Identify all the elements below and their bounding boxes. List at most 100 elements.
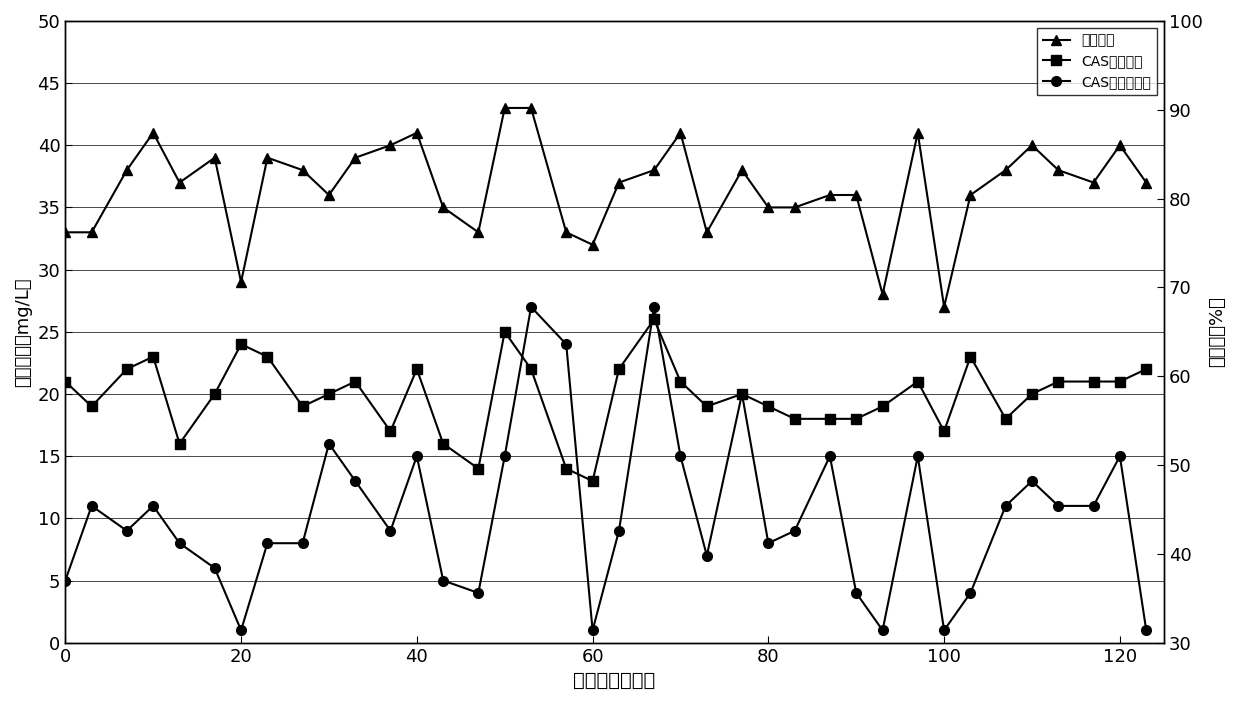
CAS出水总氮 bbox=[1052, 377, 1066, 386]
进水总氮 bbox=[497, 103, 512, 112]
CAS出水总氮 bbox=[734, 390, 749, 398]
进水总氮 bbox=[647, 166, 662, 175]
CAS出水总氮 bbox=[84, 402, 99, 410]
进水总氮 bbox=[146, 129, 161, 137]
CAS出水总氮 bbox=[910, 377, 925, 386]
CAS总氮去除率 bbox=[233, 626, 248, 634]
CAS出水总氮 bbox=[849, 415, 864, 423]
CAS出水总氮 bbox=[523, 365, 538, 373]
进水总氮 bbox=[787, 203, 802, 212]
进水总氮 bbox=[523, 103, 538, 112]
CAS总氮去除率 bbox=[497, 452, 512, 460]
CAS总氮去除率 bbox=[119, 527, 134, 535]
进水总氮 bbox=[1112, 141, 1127, 149]
CAS总氮去除率 bbox=[295, 539, 310, 548]
进水总氮 bbox=[963, 191, 978, 199]
进水总氮 bbox=[471, 228, 486, 237]
CAS出水总氮 bbox=[172, 439, 187, 448]
CAS总氮去除率 bbox=[734, 390, 749, 398]
CAS出水总氮 bbox=[699, 402, 714, 410]
进水总氮 bbox=[207, 153, 222, 162]
进水总氮 bbox=[84, 228, 99, 237]
CAS总氮去除率 bbox=[172, 539, 187, 548]
进水总氮 bbox=[734, 166, 749, 175]
CAS总氮去除率 bbox=[822, 452, 837, 460]
CAS出水总氮 bbox=[1138, 365, 1153, 373]
CAS出水总氮 bbox=[936, 427, 951, 436]
CAS总氮去除率 bbox=[673, 452, 688, 460]
CAS出水总氮 bbox=[383, 427, 398, 436]
CAS出水总氮 bbox=[233, 340, 248, 348]
进水总氮 bbox=[611, 178, 626, 187]
CAS出水总氮 bbox=[761, 402, 776, 410]
CAS总氮去除率 bbox=[58, 577, 73, 585]
进水总氮 bbox=[936, 303, 951, 311]
CAS总氮去除率 bbox=[998, 502, 1013, 510]
进水总氮 bbox=[875, 290, 890, 298]
CAS总氮去除率 bbox=[585, 626, 600, 634]
进水总氮 bbox=[1138, 178, 1153, 187]
进水总氮 bbox=[849, 191, 864, 199]
进水总氮 bbox=[233, 278, 248, 287]
CAS出水总氮 bbox=[348, 377, 363, 386]
CAS总氮去除率 bbox=[260, 539, 275, 548]
CAS总氮去除率 bbox=[875, 626, 890, 634]
CAS出水总氮 bbox=[58, 377, 73, 386]
CAS总氮去除率 bbox=[1086, 502, 1101, 510]
进水总氮 bbox=[1052, 166, 1066, 175]
CAS总氮去除率 bbox=[699, 551, 714, 560]
CAS出水总氮 bbox=[260, 353, 275, 361]
CAS出水总氮 bbox=[875, 402, 890, 410]
进水总氮 bbox=[673, 129, 688, 137]
CAS总氮去除率 bbox=[1024, 477, 1039, 485]
进水总氮 bbox=[559, 228, 574, 237]
CAS总氮去除率 bbox=[84, 502, 99, 510]
进水总氮 bbox=[1024, 141, 1039, 149]
CAS出水总氮 bbox=[1112, 377, 1127, 386]
CAS总氮去除率 bbox=[611, 527, 626, 535]
CAS出水总氮 bbox=[822, 415, 837, 423]
Legend: 进水总氮, CAS出水总氮, CAS总氮去除率: 进水总氮, CAS出水总氮, CAS总氮去除率 bbox=[1037, 28, 1157, 95]
CAS出水总氮 bbox=[146, 353, 161, 361]
CAS总氮去除率 bbox=[761, 539, 776, 548]
进水总氮 bbox=[910, 129, 925, 137]
进水总氮 bbox=[585, 241, 600, 249]
进水总氮 bbox=[409, 129, 424, 137]
CAS出水总氮 bbox=[559, 465, 574, 473]
CAS总氮去除率 bbox=[409, 452, 424, 460]
CAS总氮去除率 bbox=[471, 589, 486, 597]
进水总氮 bbox=[435, 203, 450, 212]
进水总氮 bbox=[383, 141, 398, 149]
进水总氮 bbox=[295, 166, 310, 175]
Line: CAS总氮去除率: CAS总氮去除率 bbox=[61, 302, 1151, 635]
CAS总氮去除率 bbox=[146, 502, 161, 510]
CAS总氮去除率 bbox=[1112, 452, 1127, 460]
进水总氮 bbox=[321, 191, 336, 199]
CAS总氮去除率 bbox=[523, 303, 538, 311]
CAS出水总氮 bbox=[998, 415, 1013, 423]
Y-axis label: 去除率（%）: 去除率（%） bbox=[1208, 296, 1226, 367]
CAS出水总氮 bbox=[611, 365, 626, 373]
CAS出水总氮 bbox=[435, 439, 450, 448]
CAS出水总氮 bbox=[321, 390, 336, 398]
CAS总氮去除率 bbox=[936, 626, 951, 634]
CAS出水总氮 bbox=[1086, 377, 1101, 386]
CAS总氮去除率 bbox=[559, 340, 574, 348]
X-axis label: 运行天数（天）: 运行天数（天） bbox=[573, 671, 656, 690]
进水总氮 bbox=[1086, 178, 1101, 187]
CAS出水总氮 bbox=[647, 315, 662, 324]
进水总氮 bbox=[119, 166, 134, 175]
CAS出水总氮 bbox=[585, 477, 600, 485]
进水总氮 bbox=[58, 228, 73, 237]
CAS总氮去除率 bbox=[207, 564, 222, 572]
CAS总氮去除率 bbox=[1138, 626, 1153, 634]
Line: CAS出水总氮: CAS出水总氮 bbox=[61, 315, 1151, 486]
CAS出水总氮 bbox=[497, 327, 512, 336]
CAS出水总氮 bbox=[673, 377, 688, 386]
进水总氮 bbox=[699, 228, 714, 237]
CAS总氮去除率 bbox=[910, 452, 925, 460]
进水总氮 bbox=[761, 203, 776, 212]
CAS出水总氮 bbox=[409, 365, 424, 373]
进水总氮 bbox=[822, 191, 837, 199]
CAS总氮去除率 bbox=[321, 439, 336, 448]
